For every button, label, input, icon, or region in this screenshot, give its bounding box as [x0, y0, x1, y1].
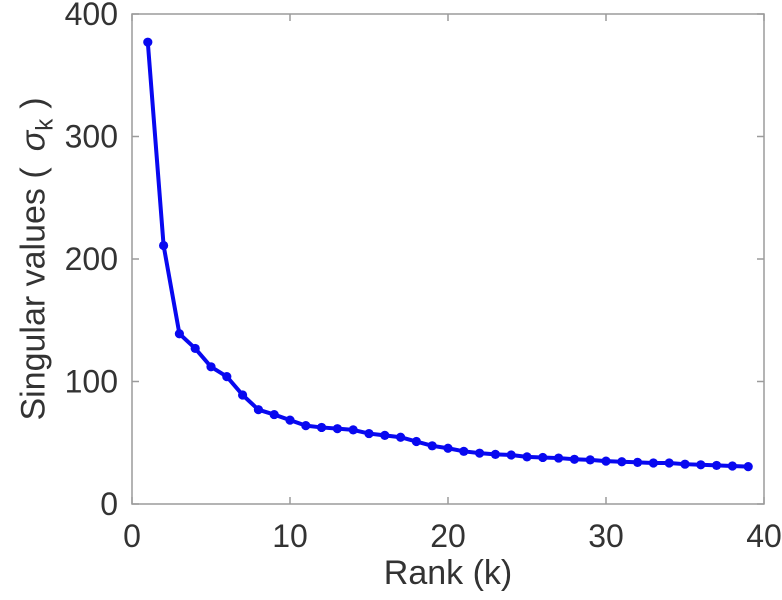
sigma-symbol: σ: [14, 130, 53, 152]
data-point: [743, 462, 753, 472]
y-axis-label-prefix: Singular values (: [14, 167, 53, 421]
data-point: [506, 450, 516, 460]
x-axis-label: Rank (k): [383, 554, 513, 592]
data-point: [253, 405, 263, 415]
data-point: [490, 449, 500, 459]
data-point: [569, 454, 580, 464]
y-tick-label: 100: [65, 364, 118, 400]
data-point: [269, 409, 279, 420]
y-tick-label: 400: [65, 0, 118, 32]
data-point: [617, 457, 627, 467]
data-point: [554, 453, 564, 463]
data-point: [317, 422, 327, 433]
data-point: [143, 37, 153, 47]
data-point: [696, 460, 706, 470]
data-point: [601, 456, 611, 466]
y-tick-label: 0: [100, 486, 118, 522]
data-point: [538, 452, 548, 463]
data-point: [206, 362, 216, 372]
y-axis-label-suffix: ): [14, 97, 53, 109]
data-point: [332, 424, 342, 434]
data-point: [427, 441, 437, 451]
data-point: [475, 448, 485, 458]
data-point: [585, 455, 595, 465]
data-point: [522, 452, 532, 462]
data-point: [190, 343, 200, 354]
data-point: [238, 390, 248, 400]
data-point: [285, 415, 295, 425]
y-tick-label: 200: [65, 241, 118, 277]
data-point: [727, 461, 738, 471]
data-point: [396, 432, 406, 442]
data-point: [159, 240, 169, 251]
x-tick-label: 10: [272, 518, 308, 554]
data-point: [664, 458, 674, 468]
data-point: [174, 329, 184, 339]
sigma-subscript: k: [31, 118, 59, 131]
y-tick-label: 300: [65, 119, 118, 155]
data-point: [633, 457, 643, 467]
data-point: [443, 443, 453, 453]
data-point: [222, 372, 232, 382]
data-point: [459, 446, 469, 456]
y-axis-label: Singular values ( σk): [14, 97, 59, 421]
data-point: [680, 459, 690, 469]
plot-border: [131, 13, 765, 505]
data-point: [380, 430, 390, 440]
x-tick-label: 0: [123, 518, 141, 554]
data-point: [411, 436, 421, 447]
x-tick-label: 30: [588, 518, 624, 554]
x-tick-label: 40: [746, 518, 782, 554]
data-point: [712, 460, 722, 471]
data-point: [648, 458, 659, 468]
data-line: [145, 40, 751, 469]
data-point: [348, 425, 358, 435]
data-point: [364, 428, 374, 439]
data-point: [301, 421, 311, 431]
x-tick-label: 20: [430, 518, 466, 554]
